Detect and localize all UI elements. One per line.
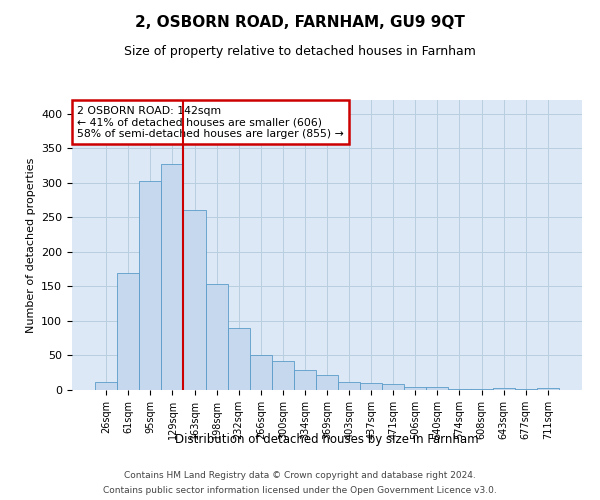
Text: Distribution of detached houses by size in Farnham: Distribution of detached houses by size …	[175, 434, 479, 446]
Bar	[404, 387, 427, 390]
Bar	[206, 284, 227, 390]
Bar	[427, 387, 448, 390]
Text: Contains HM Land Registry data © Crown copyright and database right 2024.: Contains HM Land Registry data © Crown c…	[124, 471, 476, 480]
Bar	[537, 388, 559, 390]
Bar	[316, 375, 338, 390]
Bar	[382, 384, 404, 390]
Bar	[272, 361, 294, 390]
Text: Size of property relative to detached houses in Farnham: Size of property relative to detached ho…	[124, 45, 476, 58]
Text: 2, OSBORN ROAD, FARNHAM, GU9 9QT: 2, OSBORN ROAD, FARNHAM, GU9 9QT	[135, 15, 465, 30]
Bar	[338, 382, 360, 390]
Bar	[117, 272, 139, 390]
Bar	[493, 388, 515, 390]
Bar	[184, 210, 206, 390]
Bar	[294, 370, 316, 390]
Bar	[227, 328, 250, 390]
Bar	[250, 356, 272, 390]
Bar	[161, 164, 184, 390]
Bar	[139, 182, 161, 390]
Text: Contains public sector information licensed under the Open Government Licence v3: Contains public sector information licen…	[103, 486, 497, 495]
Bar	[360, 383, 382, 390]
Y-axis label: Number of detached properties: Number of detached properties	[26, 158, 35, 332]
Bar	[448, 388, 470, 390]
Text: 2 OSBORN ROAD: 142sqm
← 41% of detached houses are smaller (606)
58% of semi-det: 2 OSBORN ROAD: 142sqm ← 41% of detached …	[77, 106, 344, 139]
Bar	[95, 382, 117, 390]
